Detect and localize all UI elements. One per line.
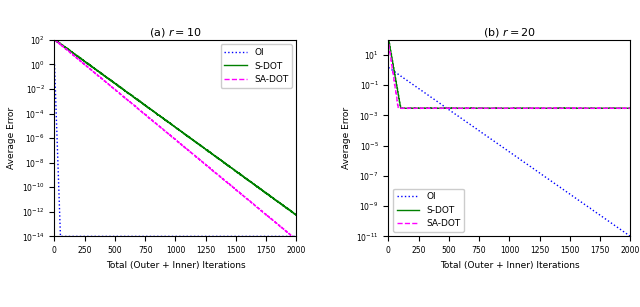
OI — [502, 148, 510, 151]
S-DOT — [385, 38, 392, 42]
SA-DOT — [575, 106, 583, 110]
S-DOT — [292, 213, 300, 217]
S-DOT — [162, 119, 170, 123]
Title: (a) $r = 10$: (a) $r = 10$ — [149, 26, 202, 39]
OI — [285, 235, 293, 238]
S-DOT — [397, 107, 404, 110]
OI — [575, 199, 583, 202]
S-DOT — [575, 106, 583, 110]
Line: OI: OI — [54, 64, 296, 236]
OI — [56, 235, 64, 238]
S-DOT — [241, 176, 249, 180]
S-DOT — [570, 107, 578, 110]
SA-DOT — [241, 195, 249, 199]
OI — [397, 74, 404, 78]
SA-DOT — [285, 232, 293, 236]
OI — [620, 230, 627, 233]
OI — [241, 235, 249, 238]
S-DOT — [285, 208, 293, 212]
OI — [162, 235, 170, 238]
S-DOT — [496, 107, 504, 110]
Y-axis label: Average Error: Average Error — [342, 107, 351, 169]
S-DOT — [51, 38, 59, 41]
SA-DOT — [501, 107, 509, 110]
SA-DOT — [397, 107, 404, 110]
Legend: OI, S-DOT, SA-DOT: OI, S-DOT, SA-DOT — [221, 45, 292, 88]
OI — [168, 235, 176, 238]
SA-DOT — [385, 43, 392, 46]
Line: SA-DOT: SA-DOT — [388, 45, 630, 108]
Line: SA-DOT: SA-DOT — [54, 40, 296, 239]
SA-DOT — [502, 107, 510, 110]
OI — [385, 66, 392, 69]
X-axis label: Total (Outer + Inner) Iterations: Total (Outer + Inner) Iterations — [106, 261, 245, 270]
SA-DOT — [168, 135, 176, 139]
Y-axis label: Average Error: Average Error — [7, 107, 17, 169]
SA-DOT — [285, 232, 293, 235]
OI — [51, 63, 58, 66]
SA-DOT — [162, 130, 170, 134]
OI — [627, 235, 634, 238]
OI — [292, 235, 300, 238]
SA-DOT — [63, 48, 71, 52]
SA-DOT — [620, 107, 627, 110]
OI — [620, 230, 627, 233]
S-DOT — [620, 107, 627, 110]
Line: S-DOT: S-DOT — [54, 40, 296, 215]
S-DOT — [502, 107, 510, 110]
SA-DOT — [292, 238, 300, 241]
X-axis label: Total (Outer + Inner) Iterations: Total (Outer + Inner) Iterations — [440, 261, 579, 270]
Legend: OI, S-DOT, SA-DOT: OI, S-DOT, SA-DOT — [393, 188, 464, 232]
SA-DOT — [620, 106, 627, 110]
SA-DOT — [51, 38, 58, 42]
S-DOT — [63, 47, 71, 50]
OI — [496, 143, 504, 147]
Line: S-DOT: S-DOT — [388, 40, 630, 108]
SA-DOT — [496, 107, 504, 110]
OI — [285, 235, 293, 238]
S-DOT — [627, 107, 634, 110]
SA-DOT — [51, 38, 59, 42]
S-DOT — [51, 38, 58, 41]
SA-DOT — [627, 107, 634, 110]
Line: OI: OI — [388, 68, 630, 236]
S-DOT — [620, 107, 627, 110]
S-DOT — [285, 208, 293, 212]
S-DOT — [168, 123, 176, 127]
OI — [63, 235, 71, 238]
Title: (b) $r = 20$: (b) $r = 20$ — [483, 26, 536, 39]
